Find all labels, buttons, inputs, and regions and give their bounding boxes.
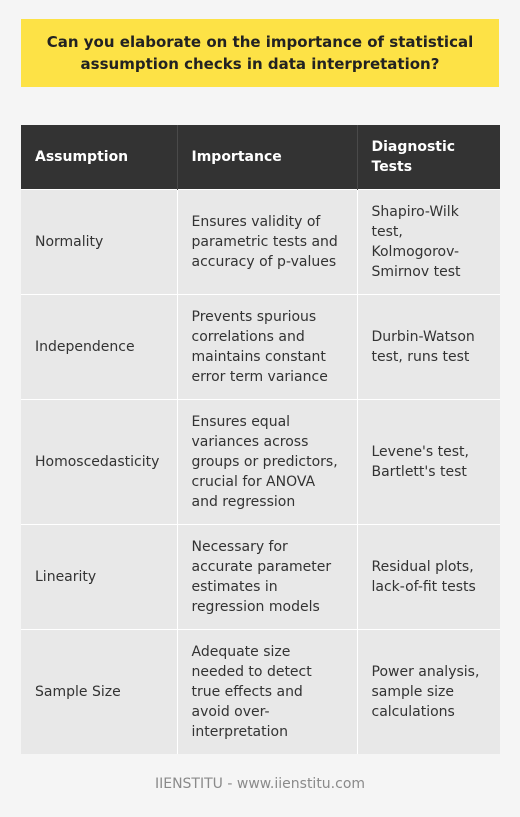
table-row: Independence Prevents spurious correlati… — [21, 294, 500, 400]
title-banner: Can you elaborate on the importance of s… — [21, 19, 499, 87]
importance-cell: Ensures equal variances across groups or… — [177, 399, 358, 525]
assumption-cell: Independence — [21, 294, 178, 400]
importance-cell: Necessary for accurate parameter estimat… — [177, 524, 358, 630]
table-header-row: Assumption Importance Diagnostic Tests — [21, 125, 500, 190]
diagnostic-cell: Shapiro-Wilk test, Kolmogorov-Smirnov te… — [357, 189, 500, 295]
diagnostic-cell: Residual plots, lack-of-fit tests — [357, 524, 500, 630]
diagnostic-cell: Power analysis, sample size calculations — [357, 629, 500, 754]
importance-cell: Adequate size needed to detect true effe… — [177, 629, 358, 754]
table-row: Linearity Necessary for accurate paramet… — [21, 524, 500, 630]
diagnostic-cell: Durbin-Watson test, runs test — [357, 294, 500, 400]
table-row: Sample Size Adequate size needed to dete… — [21, 629, 500, 754]
assumption-cell: Linearity — [21, 524, 178, 630]
page-title: Can you elaborate on the importance of s… — [46, 33, 474, 73]
header-assumption: Assumption — [21, 125, 178, 190]
assumption-cell: Homoscedasticity — [21, 399, 178, 525]
table-row: Homoscedasticity Ensures equal variances… — [21, 399, 500, 525]
header-diagnostic-tests: Diagnostic Tests — [357, 125, 500, 190]
header-importance: Importance — [177, 125, 358, 190]
importance-cell: Prevents spurious correlations and maint… — [177, 294, 358, 400]
assumption-cell: Sample Size — [21, 629, 178, 754]
assumption-cell: Normality — [21, 189, 178, 295]
table-row: Normality Ensures validity of parametric… — [21, 189, 500, 295]
footer-credit: IIENSTITU - www.iienstitu.com — [154, 776, 366, 792]
assumptions-table: Assumption Importance Diagnostic Tests N… — [21, 125, 500, 754]
diagnostic-cell: Levene's test, Bartlett's test — [357, 399, 500, 525]
importance-cell: Ensures validity of parametric tests and… — [177, 189, 358, 295]
